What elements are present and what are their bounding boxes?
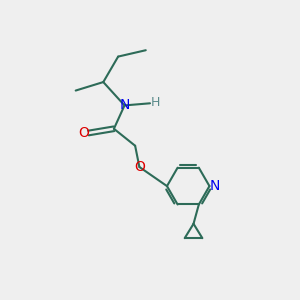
Text: O: O	[134, 160, 145, 174]
Text: O: O	[79, 126, 90, 140]
Text: N: N	[210, 179, 220, 193]
Text: N: N	[119, 98, 130, 112]
Text: H: H	[151, 96, 160, 109]
